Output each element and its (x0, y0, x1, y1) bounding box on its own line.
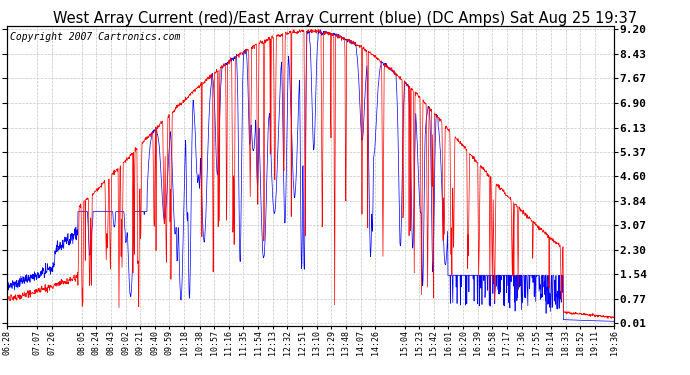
Text: West Array Current (red)/East Array Current (blue) (DC Amps) Sat Aug 25 19:37: West Array Current (red)/East Array Curr… (53, 11, 637, 26)
Text: Copyright 2007 Cartronics.com: Copyright 2007 Cartronics.com (10, 32, 180, 42)
